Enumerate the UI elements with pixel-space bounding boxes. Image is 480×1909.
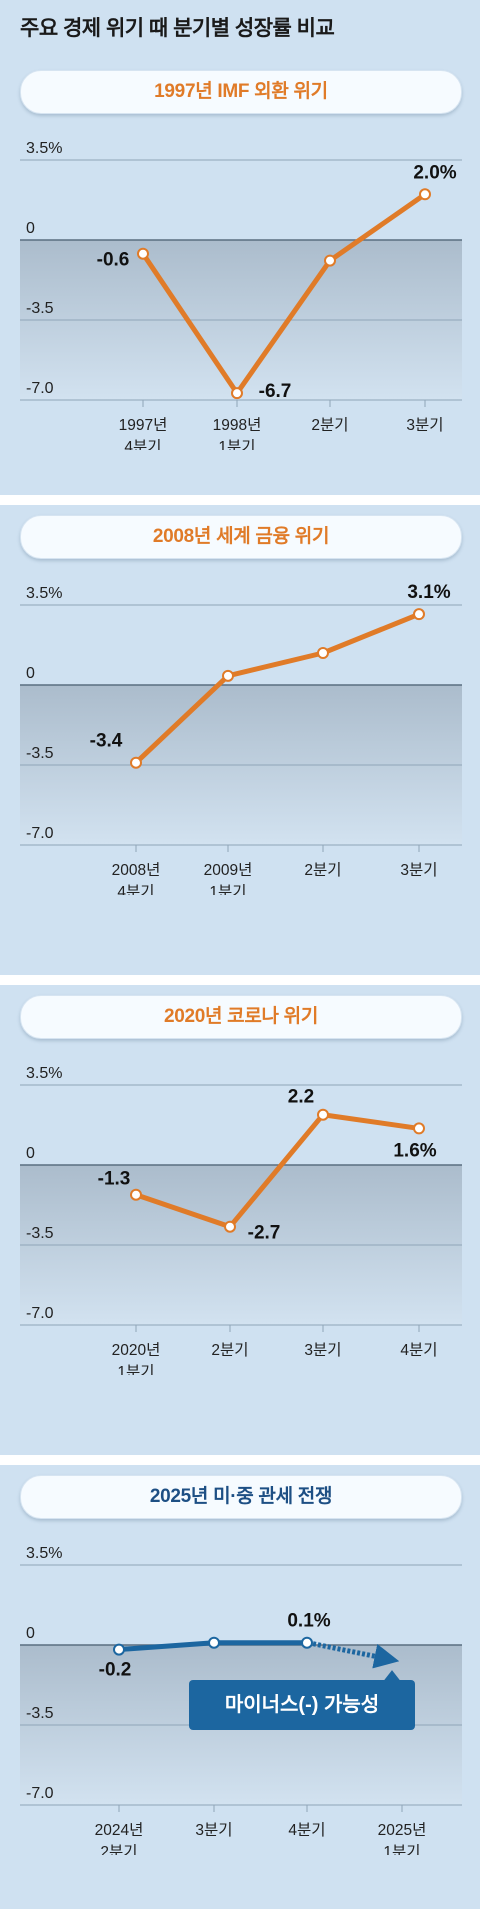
- chart-panel: 2020년 코로나 위기 3.5% 0 -3.5 -7.0 2020년 1분기 2분기 3분기 4…: [0, 985, 480, 1375]
- series-line: [133, 611, 422, 766]
- y-tick-label: 3.5%: [26, 1545, 62, 1562]
- x-tick-label: 2분기: [100, 1843, 137, 1855]
- data-point: [317, 647, 329, 659]
- data-point: [130, 756, 142, 769]
- callout-pointer: [384, 1670, 400, 1681]
- x-tick-label: 2분기: [304, 861, 341, 879]
- projection-arrow: [312, 1641, 400, 1669]
- data-point: [317, 1108, 329, 1121]
- data-label: -0.2: [99, 1660, 132, 1681]
- x-tick-label: 2008년: [112, 861, 161, 879]
- series-line: [133, 1112, 422, 1230]
- x-tick-label: 4분기: [400, 1341, 437, 1359]
- data-label: -6.7: [259, 381, 292, 402]
- chart-title: 2008년 세계 금융 위기: [20, 515, 462, 559]
- x-tick-label: 2분기: [311, 416, 348, 434]
- data-label: 2.0%: [413, 162, 456, 183]
- data-label: 0.1%: [287, 1611, 330, 1632]
- y-tick-label: 3.5%: [26, 140, 62, 157]
- data-point: [231, 387, 243, 400]
- data-label: 1.6%: [393, 1140, 436, 1161]
- y-tick-label: 3.5%: [26, 585, 62, 602]
- y-tick-label: 0: [26, 220, 35, 237]
- data-label: -3.4: [90, 731, 123, 752]
- data-point: [324, 254, 336, 267]
- y-tick-label: -3.5: [26, 1225, 54, 1242]
- x-tick-label: 3분기: [406, 416, 443, 434]
- x-tick-label: 2025년: [378, 1821, 427, 1839]
- line-chart: 3.5% 0 -3.5 -7.0 1997년 4분기 1998년 1분기 2분기 3분기 -0.6 -…: [20, 140, 462, 450]
- x-tick-label: 2분기: [211, 1341, 248, 1359]
- y-tick-label: -7.0: [26, 1785, 54, 1802]
- x-tick-label: 2020년: [112, 1341, 161, 1359]
- chart-panel: 2025년 미·중 관세 전쟁 3.5% 0 -3.5 -7.0 2024년 2분기 3분기 4…: [0, 1465, 480, 1855]
- data-point: [413, 1122, 425, 1135]
- main-title: 주요 경제 위기 때 분기별 성장률 비교: [20, 17, 335, 40]
- data-point: [301, 1636, 313, 1649]
- data-label: 3.1%: [407, 582, 450, 603]
- x-tick-label: 4분기: [288, 1821, 325, 1839]
- data-point: [130, 1188, 142, 1201]
- chart-panel: 1997년 IMF 외환 위기 3.5% 0 -3.5 -7.0 1997년 4분기 1998…: [0, 60, 480, 450]
- chart-title: 1997년 IMF 외환 위기: [20, 70, 462, 114]
- y-tick-label: -3.5: [26, 745, 54, 762]
- y-tick-label: -7.0: [26, 1305, 54, 1322]
- y-tick-label: 0: [26, 1145, 35, 1162]
- data-point: [222, 669, 234, 682]
- y-tick-label: 3.5%: [26, 1065, 62, 1082]
- data-point: [224, 1220, 236, 1233]
- data-point: [113, 1643, 125, 1656]
- y-tick-label: -3.5: [26, 1705, 54, 1722]
- series-line: [140, 191, 428, 396]
- x-tick-label: 1998년: [213, 416, 262, 434]
- panel-separator: [0, 1455, 480, 1465]
- line-chart: 3.5% 0 -3.5 -7.0 2008년 4분기 2009년 1분기 2분기 3분기 -3.4 3…: [20, 582, 462, 895]
- data-label: -2.7: [248, 1223, 281, 1244]
- panel-separator: [0, 495, 480, 505]
- y-tick-label: -7.0: [26, 825, 54, 842]
- data-point: [413, 608, 425, 621]
- chart-title: 2020년 코로나 위기: [20, 995, 462, 1039]
- chart-panel: 2008년 세계 금융 위기 3.5% 0 -3.5 -7.0 2008년 4분기 2009년…: [0, 505, 480, 895]
- panel-separator: [0, 975, 480, 985]
- x-tick-label: 1분기: [209, 883, 246, 895]
- line-chart: 3.5% 0 -3.5 -7.0 2020년 1분기 2분기 3분기 4분기 -1.3 -2.7 2.…: [20, 1065, 462, 1375]
- data-label: -1.3: [98, 1169, 131, 1190]
- x-tick-label: 1분기: [117, 1363, 154, 1375]
- x-tick-label: 3분기: [400, 861, 437, 879]
- annotation-callout: 마이너스(-) 가능성: [189, 1680, 415, 1731]
- x-tick-label: 4분기: [117, 883, 154, 895]
- x-tick-label: 3분기: [195, 1821, 232, 1839]
- data-label: -0.6: [97, 250, 130, 271]
- y-tick-label: -3.5: [26, 300, 54, 317]
- y-tick-label: 0: [26, 665, 35, 682]
- data-point: [208, 1636, 220, 1649]
- line-chart: 3.5% 0 -3.5 -7.0 2024년 2분기 3분기 4분기 2025년 1분기 -0.2 0…: [20, 1545, 462, 1855]
- data-point: [137, 247, 149, 260]
- chart-title: 2025년 미·중 관세 전쟁: [20, 1475, 462, 1519]
- x-tick-label: 1997년: [119, 416, 168, 434]
- data-point: [419, 188, 431, 201]
- x-tick-label: 2009년: [204, 861, 253, 879]
- data-label: 2.2: [288, 1087, 314, 1108]
- x-tick-label: 3분기: [304, 1341, 341, 1359]
- x-tick-label: 1분기: [218, 438, 255, 450]
- x-tick-label: 1분기: [383, 1843, 420, 1855]
- y-tick-label: -7.0: [26, 380, 54, 397]
- x-tick-label: 4분기: [124, 438, 161, 450]
- x-tick-label: 2024년: [95, 1821, 144, 1839]
- y-tick-label: 0: [26, 1625, 35, 1642]
